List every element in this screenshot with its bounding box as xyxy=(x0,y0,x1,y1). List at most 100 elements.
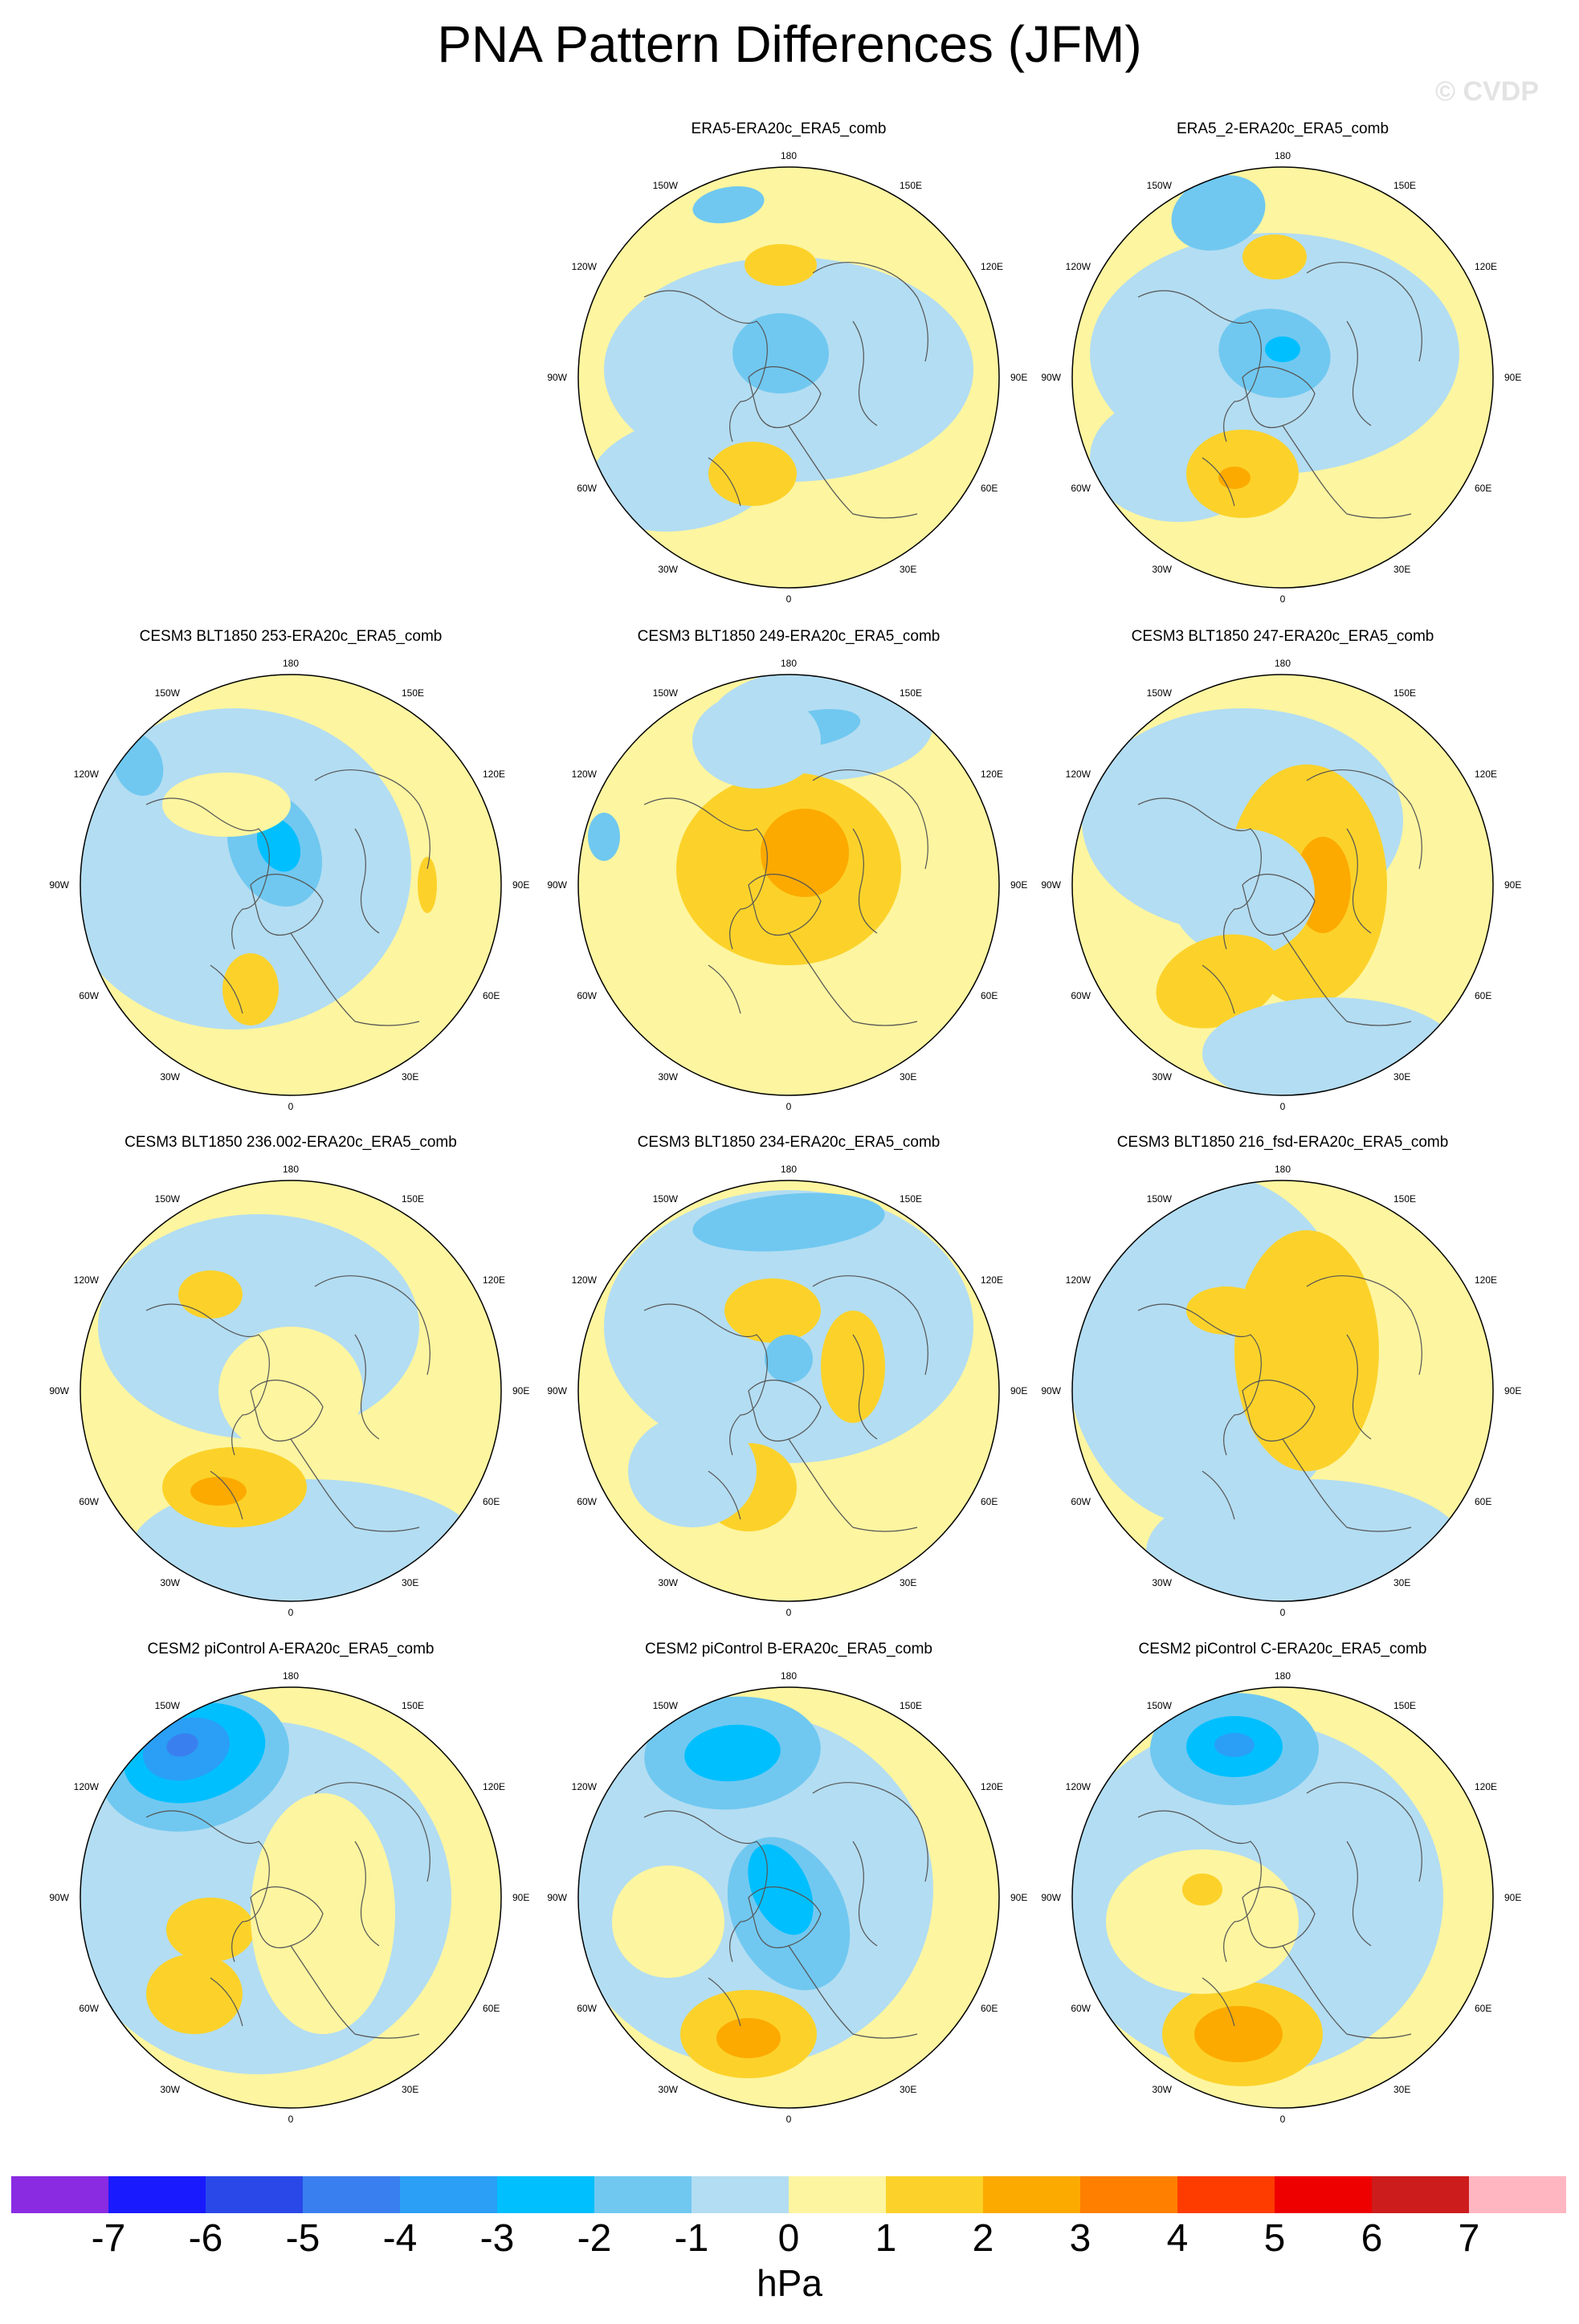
colorbar-swatch xyxy=(108,2176,206,2213)
coastline xyxy=(1137,290,1262,442)
colorbar-swatch xyxy=(1177,2176,1275,2213)
contour-region xyxy=(821,1311,885,1423)
longitude-label: 150W xyxy=(653,180,679,191)
coastline xyxy=(290,1945,420,2039)
longitude-label: 60W xyxy=(79,1496,99,1507)
contour-region xyxy=(1171,174,1266,251)
coastline xyxy=(1306,1275,1422,1376)
coastline xyxy=(643,290,768,442)
longitude-label: 120E xyxy=(483,1781,505,1792)
longitude-label: 60W xyxy=(577,2003,597,2014)
contour-region xyxy=(748,1844,814,1935)
longitude-label: 90E xyxy=(1504,1892,1521,1903)
longitude-label: 30W xyxy=(1152,564,1172,575)
contour-region xyxy=(724,1278,821,1343)
longitude-label: 30W xyxy=(160,2084,180,2095)
map-border xyxy=(80,1686,502,2109)
longitude-label: 60E xyxy=(981,1496,998,1507)
coastline xyxy=(314,769,430,870)
coastline xyxy=(748,1886,822,1949)
longitude-label: 180 xyxy=(283,1670,299,1682)
map-panel: CESM3 BLT1850 253-ERA20c_ERA5_comb 180 150… xyxy=(50,628,532,1126)
longitude-label: 30E xyxy=(1393,564,1410,575)
contour-region xyxy=(178,1270,243,1319)
map-panel: CESM3 BLT1850 234-ERA20c_ERA5_comb 180 150… xyxy=(548,1134,1030,1632)
contour-region xyxy=(1156,934,1281,1029)
colorbar-tick-label: 5 xyxy=(1263,2217,1286,2260)
map-panel: ERA5-ERA20c_ERA5_comb 180 150E 120E 90E 60E 30… xyxy=(548,120,1030,618)
longitude-label: 150W xyxy=(1147,180,1173,191)
longitude-label: 120E xyxy=(981,1274,1003,1286)
coastline xyxy=(852,828,878,934)
colorbar-swatch xyxy=(1275,2176,1373,2213)
map-border xyxy=(1071,166,1494,589)
contour-region xyxy=(1194,2006,1283,2062)
polar-map: 180 150E 120E 90E 60E 30E 0 30W 60W 90W 120W 150W xyxy=(548,658,1027,1112)
longitude-label: 60E xyxy=(981,483,998,494)
coastline xyxy=(643,797,768,950)
coastline xyxy=(1346,320,1372,426)
longitude-label: 30E xyxy=(1393,2084,1410,2095)
longitude-label: 30W xyxy=(1152,1577,1172,1588)
longitude-label: 180 xyxy=(781,1164,797,1175)
panel-title: CESM3 BLT1850 253-ERA20c_ERA5_comb xyxy=(139,628,443,645)
contour-region xyxy=(745,244,817,286)
panel-title: CESM2 piControl A-ERA20c_ERA5_comb xyxy=(147,1641,435,1657)
colorbar-swatch xyxy=(303,2176,401,2213)
coastline xyxy=(1242,366,1316,429)
coastline xyxy=(314,1275,430,1376)
longitude-label: 60E xyxy=(1475,1496,1491,1507)
coastline xyxy=(788,1945,918,2039)
contour-region xyxy=(418,857,437,913)
contour-region xyxy=(1106,1351,1202,1431)
longitude-label: 90E xyxy=(512,1385,529,1396)
longitude-label: 90W xyxy=(548,372,568,383)
panel-title: CESM3 BLT1850 216_fsd-ERA20c_ERA5_comb xyxy=(1116,1134,1449,1151)
coastline xyxy=(1346,828,1372,934)
longitude-label: 120E xyxy=(981,1781,1003,1792)
colorbar-swatch xyxy=(886,2176,984,2213)
coastline xyxy=(250,1380,324,1442)
coastline xyxy=(145,1303,270,1456)
longitude-label: 150E xyxy=(900,1193,922,1205)
longitude-label: 150W xyxy=(1147,1700,1173,1711)
contour-region xyxy=(1186,1286,1267,1335)
longitude-label: 150E xyxy=(900,1700,922,1711)
coastline xyxy=(145,1810,270,1963)
contour-region xyxy=(166,1733,198,1757)
polar-map: 180 150E 120E 90E 60E 30E 0 30W 60W 90W 120W 150W xyxy=(1042,1670,1521,2125)
longitude-label: 180 xyxy=(1275,150,1291,161)
coastline xyxy=(314,1782,430,1882)
coastline xyxy=(1202,964,1235,1014)
colorbar-tick-label: -6 xyxy=(188,2217,223,2260)
longitude-label: 0 xyxy=(288,1607,294,1618)
longitude-label: 60W xyxy=(1071,990,1091,1001)
longitude-label: 150W xyxy=(155,1700,181,1711)
polar-map: 180 150E 120E 90E 60E 30E 0 30W 60W 90W 120W 150W xyxy=(1042,150,1521,605)
colorbar-swatch xyxy=(400,2176,498,2213)
colorbar-tick-label: 4 xyxy=(1166,2217,1189,2260)
longitude-label: 120E xyxy=(1475,261,1497,272)
polar-map: 180 150E 120E 90E 60E 30E 0 30W 60W 90W 120W 150W xyxy=(548,1164,1027,1618)
colorbar-tick-label: -4 xyxy=(382,2217,418,2260)
coastline xyxy=(290,1438,420,1532)
polar-map: 180 150E 120E 90E 60E 30E 0 30W 60W 90W 120W 150W xyxy=(50,658,529,1112)
longitude-label: 60W xyxy=(577,990,597,1001)
longitude-label: 120W xyxy=(74,1274,100,1286)
longitude-label: 120E xyxy=(981,769,1003,780)
contour-region xyxy=(1218,467,1251,489)
panel-title: CESM3 BLT1850 247-ERA20c_ERA5_comb xyxy=(1131,628,1434,645)
colorbar xyxy=(11,2176,1567,2213)
coastline xyxy=(210,1977,243,2027)
map-border xyxy=(80,1180,502,1602)
longitude-label: 30E xyxy=(900,2084,916,2095)
contour-region xyxy=(1234,1230,1379,1471)
longitude-label: 60W xyxy=(1071,1496,1091,1507)
colorbar-tick-label: 1 xyxy=(875,2217,897,2260)
colorbar-swatch xyxy=(497,2176,595,2213)
longitude-label: 120E xyxy=(1475,1274,1497,1286)
contour-region xyxy=(218,1327,363,1455)
contour-region xyxy=(1182,1873,1222,1906)
coastline xyxy=(748,1380,822,1442)
panel-title: ERA5-ERA20c_ERA5_comb xyxy=(691,120,887,137)
